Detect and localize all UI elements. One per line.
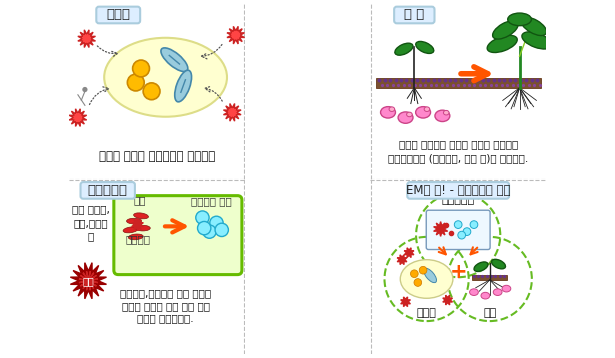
Ellipse shape <box>487 35 517 53</box>
Ellipse shape <box>416 107 430 118</box>
Ellipse shape <box>424 268 437 283</box>
Text: 효 모: 효 모 <box>404 9 424 21</box>
Text: 암모니아: 암모니아 <box>125 234 150 244</box>
Ellipse shape <box>491 259 506 269</box>
Polygon shape <box>228 108 237 117</box>
Circle shape <box>458 231 466 239</box>
FancyBboxPatch shape <box>81 182 135 199</box>
Polygon shape <box>443 295 453 305</box>
Circle shape <box>197 222 211 235</box>
Polygon shape <box>132 218 143 231</box>
Circle shape <box>127 74 144 91</box>
Ellipse shape <box>435 110 450 122</box>
Text: 생리활성물질 (호르모론, 효소 등)을 생산한다.: 생리활성물질 (호르모론, 효소 등)을 생산한다. <box>388 153 528 163</box>
Text: 암모니아,황화수소 등의 해로운: 암모니아,황화수소 등의 해로운 <box>120 289 211 299</box>
Text: 광합성세균: 광합성세균 <box>88 184 128 197</box>
Ellipse shape <box>175 70 191 102</box>
Ellipse shape <box>493 21 518 39</box>
Ellipse shape <box>407 112 412 117</box>
Ellipse shape <box>398 112 413 123</box>
Polygon shape <box>79 271 98 290</box>
Ellipse shape <box>381 107 395 118</box>
Circle shape <box>454 221 462 228</box>
Polygon shape <box>404 248 414 257</box>
Ellipse shape <box>135 225 150 231</box>
Ellipse shape <box>493 289 502 295</box>
Text: EM의 힌! - 미생물들의 공생: EM의 힌! - 미생물들의 공생 <box>406 184 510 197</box>
Polygon shape <box>223 103 241 121</box>
Polygon shape <box>74 113 82 122</box>
Circle shape <box>143 83 160 100</box>
Ellipse shape <box>474 262 488 271</box>
Circle shape <box>414 279 422 286</box>
Text: 유산은 해로운 미생물들을 억제한다: 유산은 해로운 미생물들을 억제한다 <box>98 150 215 163</box>
Text: 남은 음식물,
축분,슬러지
등: 남은 음식물, 축분,슬러지 등 <box>72 205 110 241</box>
Polygon shape <box>78 30 95 48</box>
Ellipse shape <box>522 32 552 49</box>
Bar <box>472 275 507 280</box>
Polygon shape <box>434 222 448 236</box>
Circle shape <box>410 270 418 277</box>
Ellipse shape <box>502 285 511 292</box>
Ellipse shape <box>133 213 148 219</box>
Circle shape <box>210 216 223 229</box>
Circle shape <box>203 225 216 238</box>
Ellipse shape <box>395 43 413 55</box>
Ellipse shape <box>127 218 141 224</box>
Polygon shape <box>69 109 87 126</box>
Text: 광합성세균: 광합성세균 <box>442 195 475 205</box>
Ellipse shape <box>481 292 490 299</box>
Bar <box>376 78 541 88</box>
FancyBboxPatch shape <box>426 210 490 250</box>
Polygon shape <box>401 297 410 307</box>
Ellipse shape <box>521 17 547 35</box>
Text: +: + <box>450 262 467 282</box>
Ellipse shape <box>416 42 434 53</box>
Text: 유산균: 유산균 <box>106 9 130 21</box>
Text: 가스를 기질로 하여 악취 없는: 가스를 기질로 하여 악취 없는 <box>122 301 210 311</box>
Circle shape <box>196 211 209 224</box>
Polygon shape <box>82 34 91 43</box>
Text: 악취: 악취 <box>82 276 94 286</box>
Circle shape <box>215 223 228 237</box>
Text: 유산균: 유산균 <box>416 308 437 318</box>
Text: 물질로 변화시킨다.: 물질로 변화시킨다. <box>137 313 194 323</box>
Polygon shape <box>70 263 106 299</box>
Ellipse shape <box>400 260 453 298</box>
Polygon shape <box>227 26 245 44</box>
Ellipse shape <box>104 38 227 117</box>
Ellipse shape <box>161 48 188 72</box>
Polygon shape <box>397 255 407 265</box>
Ellipse shape <box>389 107 395 111</box>
Ellipse shape <box>508 13 531 26</box>
Ellipse shape <box>470 289 478 295</box>
Ellipse shape <box>443 110 449 115</box>
Circle shape <box>82 87 87 92</box>
Ellipse shape <box>129 234 143 240</box>
FancyBboxPatch shape <box>394 7 434 23</box>
FancyBboxPatch shape <box>114 196 242 275</box>
Text: 수소: 수소 <box>133 195 146 205</box>
Text: 효모: 효모 <box>483 308 496 318</box>
Ellipse shape <box>424 107 430 111</box>
Text: 악취없는 물질: 악취없는 물질 <box>191 197 232 207</box>
Ellipse shape <box>123 227 138 233</box>
Polygon shape <box>231 31 240 39</box>
Circle shape <box>133 60 149 77</box>
FancyBboxPatch shape <box>407 182 509 199</box>
Text: 세포의 활성화와 부리의 문화를 촉진하는: 세포의 활성화와 부리의 문화를 촉진하는 <box>399 139 518 149</box>
Circle shape <box>470 221 478 228</box>
Circle shape <box>463 228 471 236</box>
FancyBboxPatch shape <box>97 7 140 23</box>
Circle shape <box>419 266 427 274</box>
